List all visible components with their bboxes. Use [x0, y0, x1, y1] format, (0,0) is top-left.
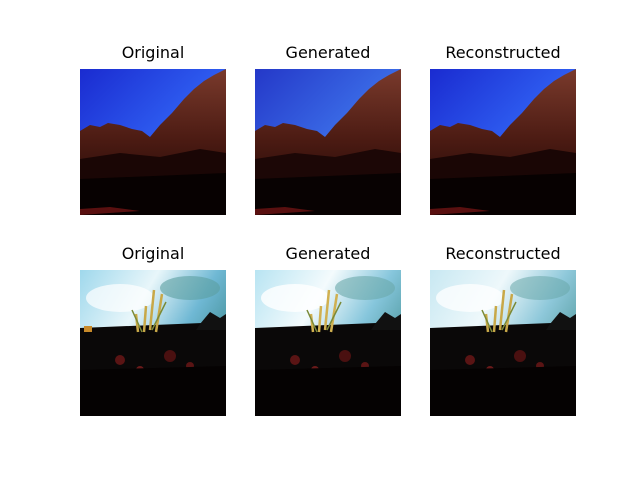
panel-title: Reconstructed: [445, 43, 561, 62]
panel-title: Reconstructed: [445, 244, 561, 263]
panel-title: Original: [121, 244, 185, 263]
field-image-reconstructed: [430, 270, 576, 416]
panel-title: Generated: [285, 43, 371, 62]
mountain-image-reconstructed: [430, 69, 576, 215]
field-image-original: [80, 270, 226, 416]
panel-title: Original: [121, 43, 185, 62]
field-image-generated: [255, 270, 401, 416]
mountain-image-original: [80, 69, 226, 215]
panel-title: Generated: [285, 244, 371, 263]
mountain-image-generated: [255, 69, 401, 215]
